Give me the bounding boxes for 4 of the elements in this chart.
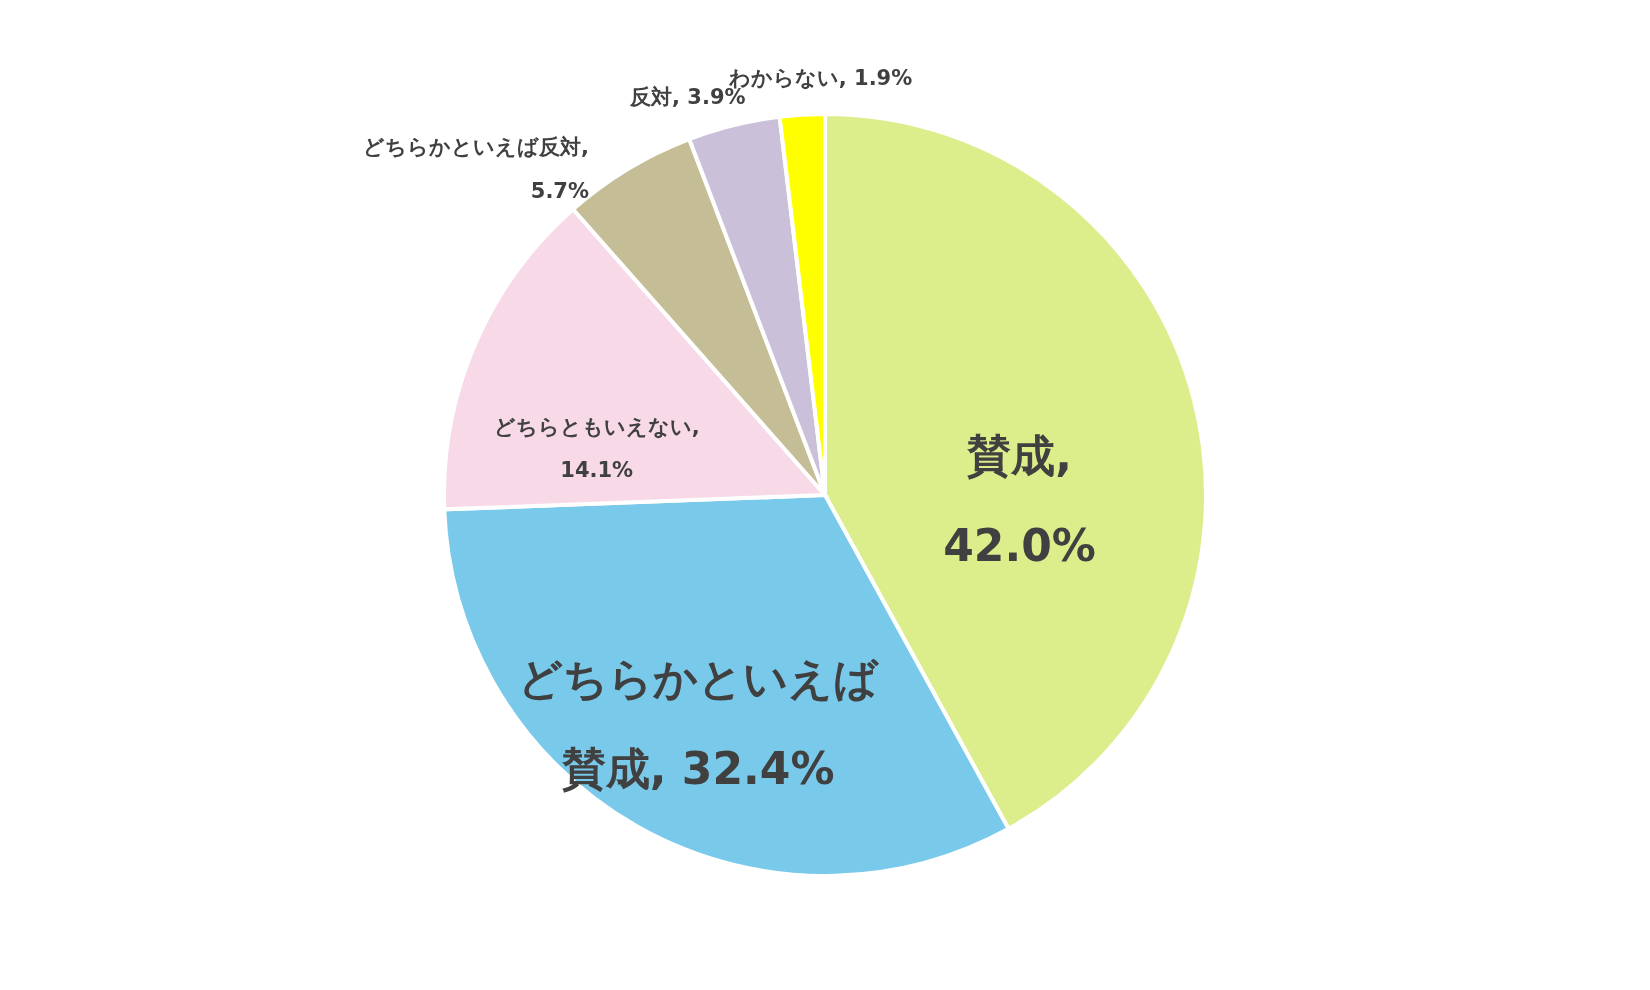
- slice-label: どちらかといえば賛成, 32.4%: [518, 652, 880, 795]
- slice-label: どちらかといえば反対, 5.7%: [363, 135, 590, 203]
- slice-label: 賛成, 42.0%: [943, 430, 1096, 572]
- slice-label: どちらともいえない, 14.1%: [493, 414, 700, 482]
